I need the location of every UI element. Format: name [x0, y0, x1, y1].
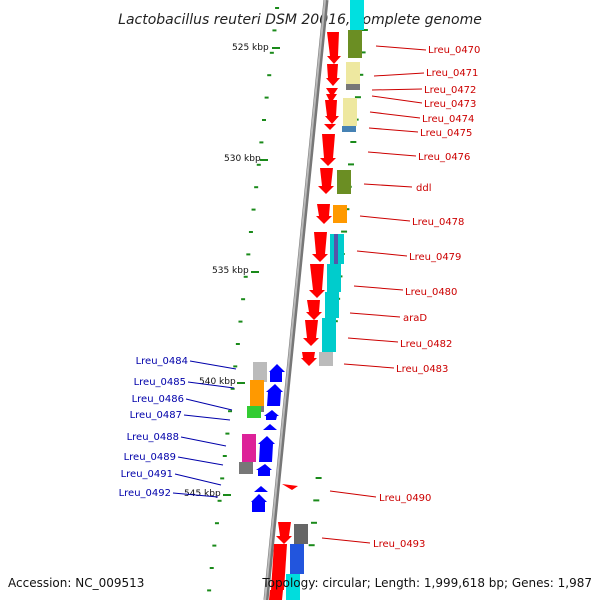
- kbp-label-535: 535 kbp: [212, 266, 249, 276]
- gene-arrow-lreu-0486[interactable]: [264, 410, 279, 420]
- label-lreu-0474[interactable]: Lreu_0474: [422, 114, 474, 125]
- forward-category-blocks: [286, 0, 364, 600]
- label-lreu-0485[interactable]: Lreu_0485: [134, 377, 186, 388]
- gene-arrow-lreu-0480[interactable]: [309, 264, 325, 298]
- gene-arrow-lreu-0482[interactable]: [303, 320, 319, 346]
- scale-ticks: [207, 7, 368, 592]
- reverse-strand-genes: [251, 364, 285, 512]
- label-lreu-0492[interactable]: Lreu_0492: [119, 488, 171, 499]
- gene-arrow-lreu-0492[interactable]: [251, 494, 267, 512]
- gene-arrow-lreu-0490[interactable]: [282, 484, 298, 490]
- genome-title: Lactobacillus reuteri DSM 20016, complet…: [118, 12, 482, 28]
- accession-text: Accession: NC_009513: [8, 576, 144, 590]
- topology-text: Topology: circular; Length: 1,999,618 bp…: [261, 576, 592, 590]
- gene-arrow-lreu-0484[interactable]: [269, 364, 285, 382]
- kbp-scale: 525 kbp 530 kbp 535 kbp 540 kbp 545 kbp: [184, 43, 280, 499]
- gene-arrow-lreu-0489[interactable]: [256, 464, 272, 476]
- forward-strand-genes: [269, 32, 341, 600]
- gene-arrow-lreu-0476[interactable]: [320, 134, 336, 166]
- label-lreu-0475[interactable]: Lreu_0475: [420, 128, 472, 139]
- gene-arrow-arad[interactable]: [306, 300, 322, 320]
- reverse-gene-labels: Lreu_0484 Lreu_0485 Lreu_0486 Lreu_0487 …: [119, 356, 237, 499]
- forward-gene-labels: Lreu_0470 Lreu_0471 Lreu_0472 Lreu_0473 …: [321, 45, 480, 550]
- label-lreu-0487[interactable]: Lreu_0487: [130, 410, 182, 421]
- label-lreu-0483[interactable]: Lreu_0483: [396, 364, 448, 375]
- label-lreu-0470[interactable]: Lreu_0470: [428, 45, 480, 56]
- genome-backbone: [263, 0, 329, 600]
- gene-arrow-lreu-0478[interactable]: [316, 204, 332, 224]
- label-lreu-0471[interactable]: Lreu_0471: [426, 68, 478, 79]
- label-lreu-0472[interactable]: Lreu_0472: [424, 85, 476, 96]
- label-lreu-0488[interactable]: Lreu_0488: [127, 432, 179, 443]
- label-lreu-0489[interactable]: Lreu_0489: [124, 452, 176, 463]
- label-lreu-0478[interactable]: Lreu_0478: [412, 217, 464, 228]
- gene-arrow-lreu-0483[interactable]: [301, 352, 317, 366]
- label-ddl[interactable]: ddl: [416, 183, 431, 194]
- label-lreu-0491[interactable]: Lreu_0491: [121, 469, 173, 480]
- label-lreu-0486[interactable]: Lreu_0486: [132, 394, 184, 405]
- label-lreu-0493[interactable]: Lreu_0493: [373, 539, 425, 550]
- label-lreu-0490[interactable]: Lreu_0490: [379, 493, 431, 504]
- gene-arrow-lreu-0488[interactable]: [258, 436, 275, 462]
- gene-arrow-lreu-0487[interactable]: [263, 424, 277, 430]
- gene-arrow-lreu-0485[interactable]: [266, 384, 283, 406]
- gene-arrow-lreu-0493[interactable]: [276, 522, 292, 544]
- gene-arrow-lreu-0491[interactable]: [254, 486, 268, 492]
- kbp-label-530: 530 kbp: [224, 154, 261, 164]
- reverse-category-blocks: [239, 362, 267, 474]
- gene-arrow-lreu-0470[interactable]: [327, 32, 341, 64]
- kbp-label-540: 540 kbp: [199, 377, 236, 387]
- gene-arrow-lreu-0474[interactable]: [325, 100, 339, 124]
- label-lreu-0476[interactable]: Lreu_0476: [418, 152, 470, 163]
- gene-arrow-next-1[interactable]: [271, 544, 287, 590]
- label-lreu-0480[interactable]: Lreu_0480: [405, 287, 457, 298]
- label-lreu-0479[interactable]: Lreu_0479: [409, 252, 461, 263]
- kbp-label-525: 525 kbp: [232, 43, 269, 53]
- label-lreu-0473[interactable]: Lreu_0473: [424, 99, 476, 110]
- gene-arrow-lreu-0479[interactable]: [312, 232, 328, 262]
- gene-arrow-ddl[interactable]: [318, 168, 334, 194]
- label-lreu-0482[interactable]: Lreu_0482: [400, 339, 452, 350]
- gene-arrow-next-2[interactable]: [269, 590, 283, 600]
- kbp-label-545: 545 kbp: [184, 489, 221, 499]
- label-lreu-0484[interactable]: Lreu_0484: [136, 356, 188, 367]
- gene-arrow-lreu-0473[interactable]: [326, 94, 337, 100]
- label-arad[interactable]: araD: [403, 313, 427, 324]
- gene-arrow-lreu-0472[interactable]: [326, 88, 338, 94]
- gene-arrow-lreu-0471[interactable]: [326, 64, 340, 86]
- gene-arrow-lreu-0475[interactable]: [324, 124, 336, 130]
